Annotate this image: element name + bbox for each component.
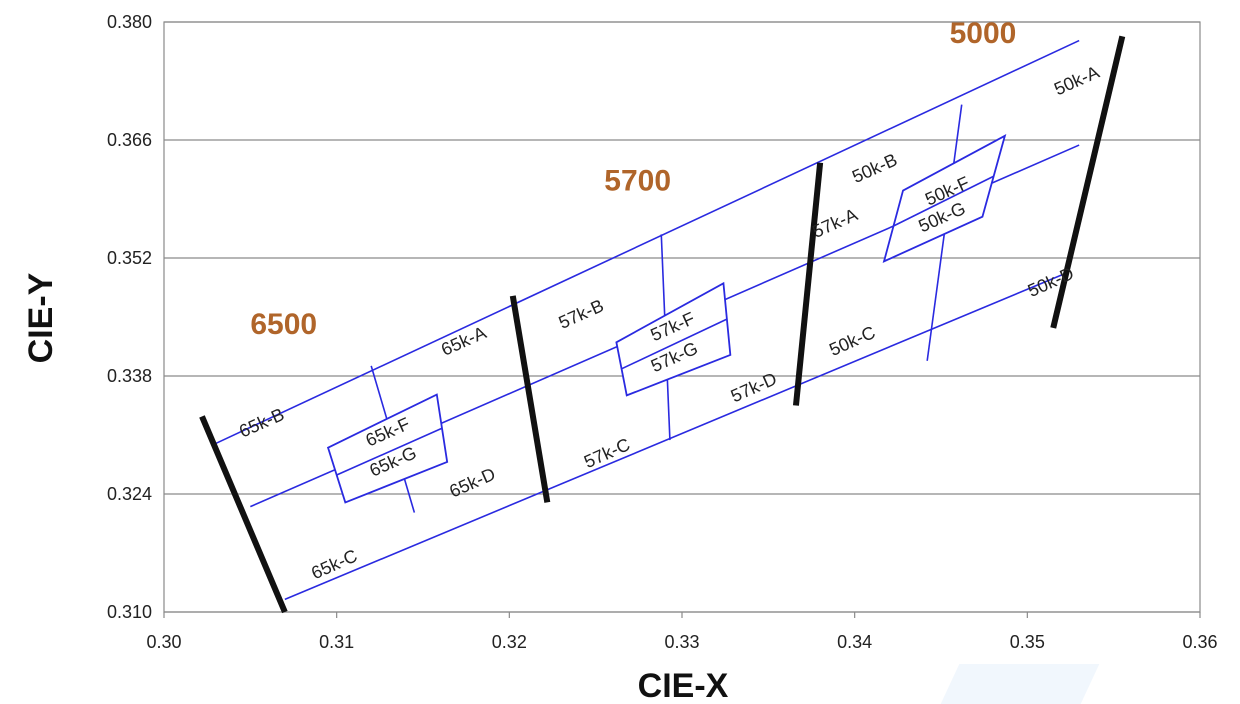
y-tick-label: 0.366 xyxy=(107,130,152,150)
x-tick-label: 0.34 xyxy=(837,632,872,652)
watermark-shape xyxy=(940,664,1100,704)
y-tick-label: 0.338 xyxy=(107,366,152,386)
bin-label: 65k-C xyxy=(308,545,360,583)
bin-label: 57k-B xyxy=(556,295,607,332)
bin-label: 50k-D xyxy=(1025,263,1077,301)
bin-line-lower xyxy=(284,274,1063,601)
bin-label: 50k-B xyxy=(849,150,900,187)
bin-box xyxy=(615,281,732,397)
bin-label: 65k-B xyxy=(236,404,287,441)
x-tick-label: 0.35 xyxy=(1010,632,1045,652)
cct-label: 6500 xyxy=(250,308,317,341)
y-tick-label: 0.324 xyxy=(107,484,152,504)
y-tick-label: 0.352 xyxy=(107,248,152,268)
cct-boundary-line xyxy=(199,415,288,614)
bin-box xyxy=(326,393,449,504)
y-tick-label: 0.310 xyxy=(107,602,152,622)
y-axis-title: CIE-Y xyxy=(22,272,60,363)
x-tick-label: 0.31 xyxy=(319,632,354,652)
cct-boundary-line xyxy=(1050,35,1126,329)
bin-label: 50k-A xyxy=(1051,62,1102,99)
y-tick-label: 0.380 xyxy=(107,12,152,32)
cct-boundary-line xyxy=(509,295,551,503)
cct-label: 5700 xyxy=(604,165,671,198)
cct-boundaries xyxy=(199,35,1126,614)
bin-labels: 65k-B65k-A65k-F65k-G65k-C65k-D57k-B57k-A… xyxy=(236,17,1102,583)
bin-label: 65k-D xyxy=(446,464,498,502)
cct-boundary-line xyxy=(792,162,824,406)
bin-lines xyxy=(215,39,1080,601)
bin-box-divider xyxy=(893,175,995,227)
x-tick-label: 0.36 xyxy=(1182,632,1217,652)
cct-label: 5000 xyxy=(950,17,1017,50)
bin-line-upper xyxy=(215,39,1080,445)
x-tick-label: 0.32 xyxy=(492,632,527,652)
bin-box xyxy=(882,133,1007,263)
x-axis-title: CIE-X xyxy=(638,667,729,704)
bin-box-divider xyxy=(621,318,728,370)
axis-ticks: 0.310 0.324 0.338 0.352 0.366 0.380 0.30 0.31 0.… xyxy=(107,12,1218,652)
grid-lines xyxy=(163,21,1201,613)
bin-box-divider xyxy=(336,427,443,476)
x-tick-label: 0.30 xyxy=(146,632,181,652)
x-tick-label: 0.33 xyxy=(664,632,699,652)
bin-label: 57k-D xyxy=(728,368,780,406)
bin-label: 57k-C xyxy=(581,434,633,472)
